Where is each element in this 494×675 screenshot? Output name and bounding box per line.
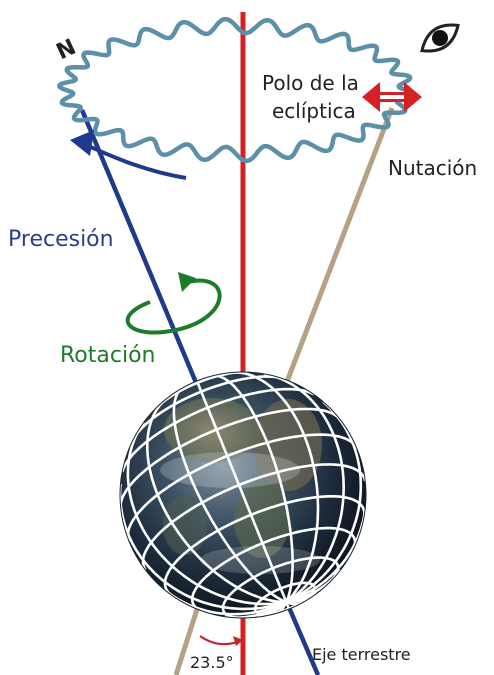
globe-grid-line bbox=[285, 400, 363, 604]
double-arrow-icon bbox=[362, 82, 422, 112]
globe-grid-line bbox=[146, 397, 287, 604]
eye-icon bbox=[420, 23, 460, 53]
precession-arrowhead bbox=[70, 130, 94, 156]
nutation-wave-ellipse bbox=[57, 16, 415, 164]
ecliptic-pole-label-line1: Polo de la bbox=[262, 71, 359, 95]
globe-grid-line bbox=[230, 372, 320, 604]
tilt-angle-arrowhead bbox=[233, 636, 243, 646]
ecliptic-pole-label-line2: eclíptica bbox=[272, 99, 356, 123]
globe-grid-line bbox=[195, 380, 288, 603]
earth-globe bbox=[119, 371, 367, 619]
tilt-angle-label: 23.5° bbox=[190, 653, 234, 672]
nutation-label: Nutación bbox=[388, 156, 477, 180]
globe-grid-line bbox=[120, 483, 287, 611]
earth-axis-label: Eje terrestre bbox=[312, 645, 411, 664]
globe-grid-line bbox=[212, 374, 294, 603]
earth-axis-line-lower bbox=[282, 597, 321, 675]
rotation-arrow bbox=[125, 278, 222, 335]
globe-grid-line bbox=[263, 372, 346, 604]
globe-grid-line bbox=[126, 421, 287, 606]
rotation-label: Rotación bbox=[60, 343, 155, 368]
cone-edge-line bbox=[275, 107, 395, 406]
north-label: N bbox=[53, 35, 80, 65]
globe-grid-lines bbox=[120, 372, 366, 618]
precession-arrow bbox=[79, 140, 187, 180]
rotation-arrowhead bbox=[178, 272, 196, 292]
cone-edge-line-lower bbox=[173, 599, 203, 675]
globe-grid-line bbox=[172, 386, 287, 604]
precession-label: Precesión bbox=[8, 227, 114, 252]
